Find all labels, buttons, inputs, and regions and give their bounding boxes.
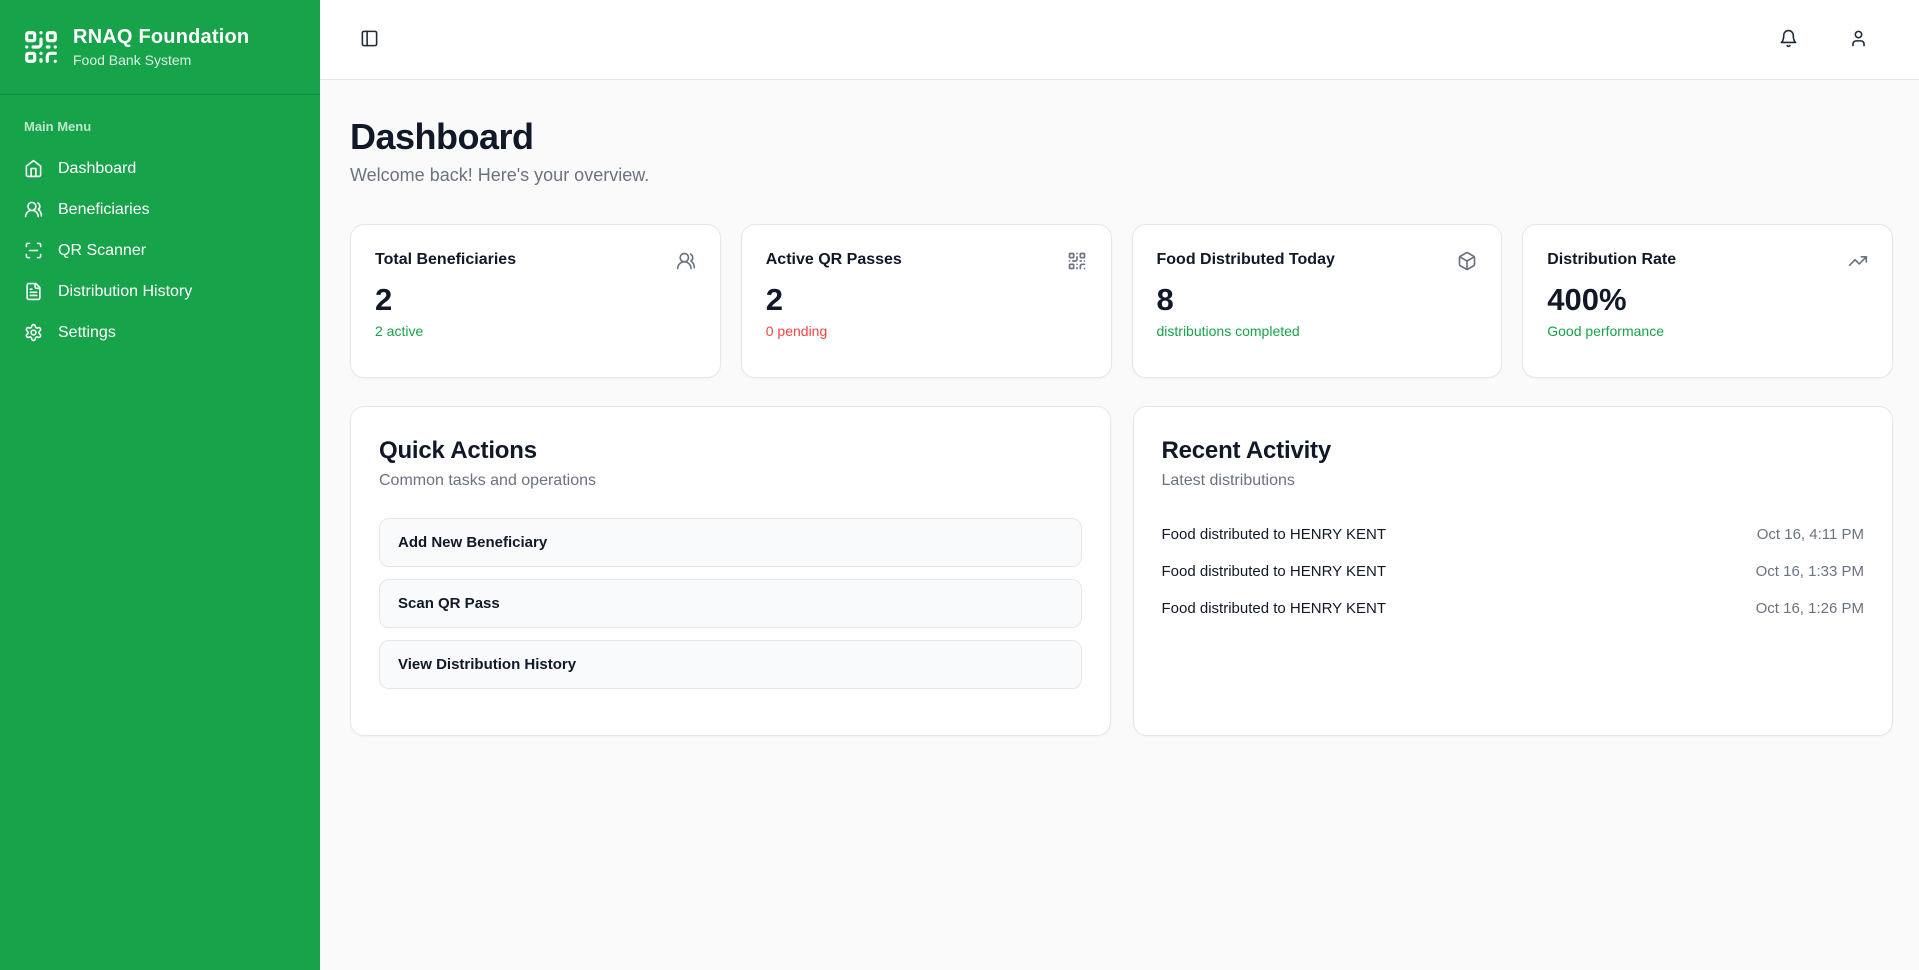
topbar bbox=[320, 0, 1919, 80]
page-content: Dashboard Welcome back! Here's your over… bbox=[320, 80, 1919, 766]
activity-time: Oct 16, 1:33 PM bbox=[1755, 563, 1864, 580]
users-icon bbox=[24, 200, 43, 219]
stats-grid: Total Beneficiaries 2 2 active Active QR… bbox=[350, 224, 1893, 378]
sidebar-toggle-button[interactable] bbox=[350, 21, 388, 59]
quick-actions-subtitle: Common tasks and operations bbox=[379, 472, 596, 489]
main-column: Dashboard Welcome back! Here's your over… bbox=[320, 0, 1919, 970]
stat-note: 2 active bbox=[375, 323, 424, 339]
activity-row: Food distributed to HENRY KENT Oct 16, 4… bbox=[1162, 516, 1865, 553]
page-title: Dashboard bbox=[350, 116, 534, 157]
qr-code-logo-icon bbox=[22, 28, 60, 66]
sidebar-nav: Main Menu Dashboard Beneficiaries QR Sca… bbox=[0, 95, 320, 377]
stat-card-distribution-rate: Distribution Rate 400% Good performance bbox=[1522, 224, 1893, 378]
stat-note: distributions completed bbox=[1156, 323, 1300, 339]
stat-title: Active QR Passes bbox=[765, 251, 902, 268]
activity-text: Food distributed to HENRY KENT bbox=[1161, 563, 1387, 580]
brand-subtitle: Food Bank System bbox=[73, 52, 192, 68]
sidebar-item-dashboard[interactable]: Dashboard bbox=[16, 148, 304, 189]
sidebar-item-label: Distribution History bbox=[58, 282, 193, 300]
activity-time: Oct 16, 4:11 PM bbox=[1756, 526, 1864, 543]
sidebar-item-settings[interactable]: Settings bbox=[16, 312, 304, 353]
scan-qr-pass-button[interactable]: Scan QR Pass bbox=[379, 579, 1082, 628]
stat-value: 8 bbox=[1156, 282, 1174, 317]
stat-value: 2 bbox=[375, 282, 393, 317]
file-text-icon bbox=[24, 282, 43, 301]
stat-title: Food Distributed Today bbox=[1156, 251, 1335, 268]
stat-note: 0 pending bbox=[765, 323, 828, 339]
stat-value: 400% bbox=[1547, 282, 1627, 317]
stat-title: Total Beneficiaries bbox=[375, 251, 517, 268]
sidebar-item-label: Settings bbox=[58, 323, 116, 341]
package-icon bbox=[1457, 251, 1477, 271]
brand-block: RNAQ Foundation Food Bank System bbox=[73, 26, 249, 68]
trending-up-icon bbox=[1848, 251, 1868, 271]
activity-row: Food distributed to HENRY KENT Oct 16, 1… bbox=[1162, 553, 1865, 590]
gear-icon bbox=[24, 323, 43, 342]
activity-row: Food distributed to HENRY KENT Oct 16, 1… bbox=[1162, 590, 1865, 627]
sidebar-item-label: QR Scanner bbox=[58, 241, 147, 259]
sidebar-item-label: Dashboard bbox=[58, 159, 137, 177]
stat-value: 2 bbox=[765, 282, 783, 317]
nav-section-label: Main Menu bbox=[24, 119, 92, 134]
add-new-beneficiary-button[interactable]: Add New Beneficiary bbox=[379, 518, 1082, 567]
notifications-button[interactable] bbox=[1769, 21, 1807, 59]
sidebar: RNAQ Foundation Food Bank System Main Me… bbox=[0, 0, 320, 970]
sidebar-item-distribution-history[interactable]: Distribution History bbox=[16, 271, 304, 312]
recent-activity-panel: Recent Activity Latest distributions Foo… bbox=[1132, 406, 1893, 736]
users-icon bbox=[676, 251, 696, 271]
bell-icon bbox=[1779, 29, 1798, 51]
home-icon bbox=[24, 159, 43, 178]
scan-icon bbox=[24, 241, 43, 260]
sidebar-item-label: Beneficiaries bbox=[58, 200, 150, 218]
topbar-right bbox=[1769, 21, 1877, 59]
page-subtitle: Welcome back! Here's your overview. bbox=[350, 165, 650, 185]
panel-left-icon bbox=[360, 29, 379, 51]
stat-title: Distribution Rate bbox=[1547, 251, 1677, 268]
quick-actions-list: Add New Beneficiary Scan QR Pass View Di… bbox=[379, 518, 1082, 689]
sidebar-header: RNAQ Foundation Food Bank System bbox=[0, 0, 320, 95]
user-menu-button[interactable] bbox=[1839, 21, 1877, 59]
sidebar-item-beneficiaries[interactable]: Beneficiaries bbox=[16, 189, 304, 230]
brand-title: RNAQ Foundation bbox=[73, 26, 250, 48]
stat-note: Good performance bbox=[1547, 323, 1664, 339]
view-distribution-history-button[interactable]: View Distribution History bbox=[379, 640, 1082, 689]
sidebar-item-qr-scanner[interactable]: QR Scanner bbox=[16, 230, 304, 271]
activity-text: Food distributed to HENRY KENT bbox=[1161, 600, 1387, 617]
quick-actions-panel: Quick Actions Common tasks and operation… bbox=[350, 406, 1111, 736]
qr-code-icon bbox=[1067, 251, 1087, 271]
user-icon bbox=[1849, 29, 1868, 51]
activity-text: Food distributed to HENRY KENT bbox=[1161, 526, 1387, 543]
stat-card-food-distributed-today: Food Distributed Today 8 distributions c… bbox=[1131, 224, 1503, 378]
stat-card-active-qr-passes: Active QR Passes 2 0 pending bbox=[740, 224, 1112, 378]
stat-card-total-beneficiaries: Total Beneficiaries 2 2 active bbox=[350, 224, 721, 378]
recent-activity-title: Recent Activity bbox=[1161, 437, 1332, 464]
activity-list: Food distributed to HENRY KENT Oct 16, 4… bbox=[1162, 516, 1865, 627]
activity-time: Oct 16, 1:26 PM bbox=[1755, 600, 1864, 617]
recent-activity-subtitle: Latest distributions bbox=[1161, 472, 1295, 489]
panels-grid: Quick Actions Common tasks and operation… bbox=[350, 406, 1893, 736]
quick-actions-title: Quick Actions bbox=[379, 437, 537, 464]
